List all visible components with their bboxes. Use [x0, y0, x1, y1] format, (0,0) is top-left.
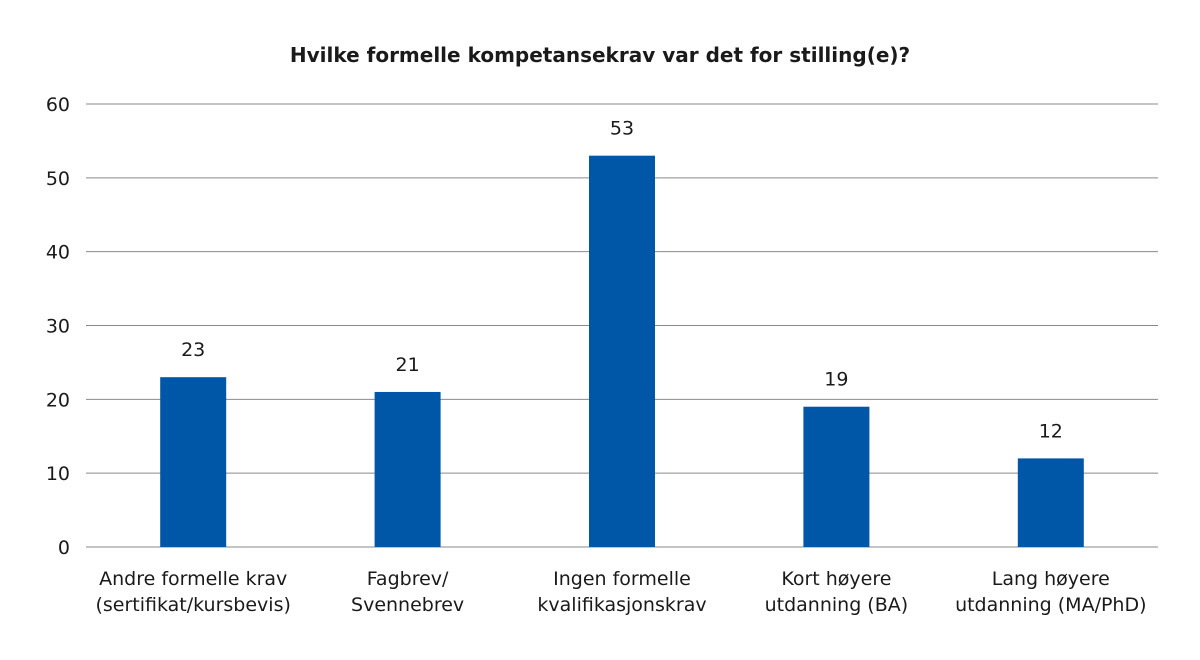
bar	[374, 391, 441, 547]
y-tick-label: 60	[46, 94, 70, 116]
x-tick-label: Ingen formelle	[553, 568, 691, 590]
y-tick-label: 0	[58, 537, 70, 559]
x-tick-label: kvalifikasjonskrav	[537, 594, 706, 616]
x-tick-label: Fagbrev/	[367, 568, 449, 590]
x-tick-label: Lang høyere	[992, 568, 1110, 590]
chart-title: Hvilke formelle kompetansekrav var det f…	[290, 43, 910, 67]
data-label: 12	[1039, 420, 1063, 442]
y-tick-label: 30	[46, 316, 70, 338]
x-tick-label: Kort høyere	[781, 568, 891, 590]
bar	[803, 406, 870, 547]
bar	[160, 377, 227, 547]
x-tick-label: Svennebrev	[351, 594, 464, 616]
x-tick-label: Andre formelle krav	[99, 568, 287, 590]
data-label: 23	[181, 339, 205, 361]
y-tick-label: 20	[46, 389, 70, 411]
x-tick-label: (sertifikat/kursbevis)	[95, 594, 290, 616]
y-tick-label: 40	[46, 242, 70, 264]
bar	[1017, 458, 1084, 547]
x-tick-label: utdanning (MA/PhD)	[955, 594, 1146, 616]
y-tick-label: 50	[46, 168, 70, 190]
data-label: 21	[396, 354, 420, 376]
data-label: 53	[610, 118, 634, 140]
y-tick-label: 10	[46, 463, 70, 485]
data-label: 19	[824, 369, 848, 391]
x-tick-label: utdanning (BA)	[765, 594, 909, 616]
bar	[589, 155, 655, 547]
